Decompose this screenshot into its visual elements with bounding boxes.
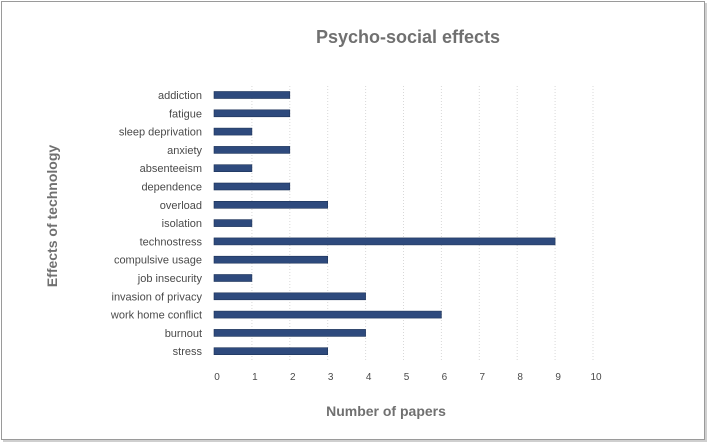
category-label: sleep deprivation xyxy=(119,127,202,139)
category-label: invasion of privacy xyxy=(112,291,203,303)
bar-dependence xyxy=(213,182,291,191)
x-tick-label: 3 xyxy=(328,372,334,383)
bar-stress xyxy=(213,347,328,356)
x-tick-label: 1 xyxy=(252,372,258,383)
y-axis-title: Effects of technology xyxy=(44,145,60,288)
bar-sleep-deprivation xyxy=(213,127,253,136)
x-tick-label: 5 xyxy=(404,372,410,383)
x-tick-label: 9 xyxy=(555,372,561,383)
x-tick-label: 10 xyxy=(590,372,602,383)
category-label: anxiety xyxy=(167,145,202,157)
category-label: isolation xyxy=(162,218,202,230)
bar-anxiety xyxy=(213,146,291,154)
category-labels: addiction fatigue sleep deprivation anxiety… xyxy=(110,90,203,358)
category-label: job insecurity xyxy=(137,273,203,285)
x-tick-label: 4 xyxy=(366,372,372,383)
bar-absenteeism xyxy=(213,164,253,172)
category-label: addiction xyxy=(158,90,202,102)
bar-fatigue xyxy=(213,109,291,118)
category-label: compulsive usage xyxy=(114,255,202,267)
category-label: overload xyxy=(160,200,202,212)
bar-work-home-conflict xyxy=(213,310,442,319)
x-tick-label: 7 xyxy=(480,372,486,383)
category-label: technostress xyxy=(140,236,203,248)
category-label: fatigue xyxy=(169,108,202,120)
x-axis-title: Number of papers xyxy=(326,403,446,419)
category-label: absenteeism xyxy=(140,163,202,175)
category-label: burnout xyxy=(165,328,202,340)
bar-addiction xyxy=(213,91,291,99)
category-label: stress xyxy=(173,346,203,358)
bar-job-insecurity xyxy=(213,274,253,282)
category-label: work home conflict xyxy=(110,310,202,322)
x-tick-label: 0 xyxy=(214,372,220,383)
bar-compulsive-usage xyxy=(213,255,328,264)
bar-invasion-of-privacy xyxy=(213,292,366,301)
bars xyxy=(213,91,556,356)
bar-isolation xyxy=(213,219,253,227)
x-tick-label: 2 xyxy=(290,372,296,383)
x-tick-labels: 0 1 2 3 4 5 6 7 8 9 10 xyxy=(214,372,602,383)
bar-technostress xyxy=(213,237,556,246)
bar-overload xyxy=(213,201,328,209)
gridlines xyxy=(251,86,594,360)
x-tick-label: 8 xyxy=(517,372,523,383)
bar-burnout xyxy=(213,329,366,337)
x-tick-label: 6 xyxy=(442,372,448,383)
chart-title: Psycho-social effects xyxy=(316,27,500,47)
category-label: dependence xyxy=(141,182,202,194)
